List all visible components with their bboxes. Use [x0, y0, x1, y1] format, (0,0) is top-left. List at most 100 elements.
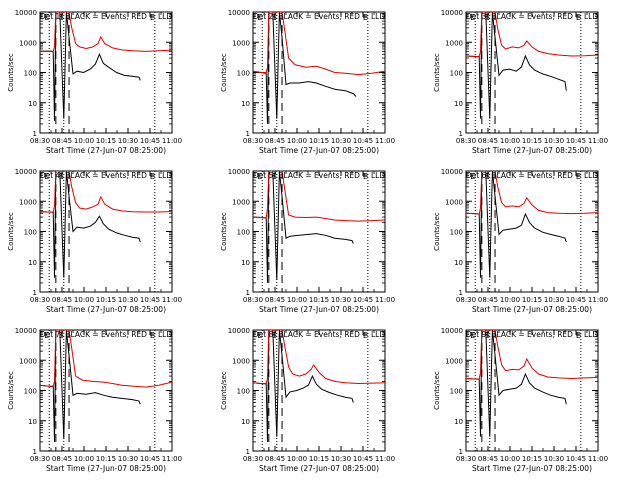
x-tick-label: 10:30	[118, 137, 138, 145]
interval-flag-label: S	[272, 13, 277, 22]
series-line-events	[40, 330, 141, 442]
series-line-lld	[466, 330, 598, 380]
x-tick-label: 08:45	[265, 137, 285, 145]
y-axis-title: Counts/sec	[433, 53, 441, 92]
panel-title: Det 4f BLACK = Events, RED = LLD	[40, 171, 173, 180]
x-tick-label: 10:15	[96, 137, 116, 145]
interval-flag-label: E	[470, 13, 475, 22]
x-tick-label: 10:30	[118, 455, 138, 463]
x-tick-label: 10:30	[331, 455, 351, 463]
y-axis-title: Counts/sec	[433, 212, 441, 251]
x-tick-label: 10:00	[74, 137, 94, 145]
interval-flag-label: E	[44, 172, 49, 181]
x-tick-label: 10:30	[544, 137, 564, 145]
plot-frame	[465, 329, 599, 452]
x-tick-label: 10:00	[287, 137, 307, 145]
panel-title: Det 7f BLACK = Events, RED = LLD	[40, 330, 173, 339]
x-tick-label: 10:45	[353, 296, 373, 304]
series-line-events	[466, 12, 567, 119]
series-line-lld	[40, 12, 172, 52]
x-tick-label: 08:45	[52, 137, 72, 145]
interval-flag-label: S	[485, 331, 490, 340]
x-tick-label: 10:15	[522, 455, 542, 463]
interval-flag-label: S	[59, 13, 64, 22]
y-tick-label: 10	[28, 418, 37, 426]
y-tick-label: 100	[450, 229, 463, 237]
detector-panel: 1 10 100 1000 10000 08:30 08:45 10:00 10:15 10:30…	[433, 168, 608, 314]
x-axis-title: Start Time (27-Jun-07 08:25:00)	[472, 146, 592, 155]
interval-flag-label: E	[150, 331, 155, 340]
x-tick-label: 08:45	[478, 137, 498, 145]
y-tick-label: 10000	[441, 327, 463, 335]
series-line-events	[466, 171, 567, 278]
y-tick-label: 10	[28, 100, 37, 108]
interval-flag-label: S	[59, 331, 64, 340]
y-tick-label: 1000	[19, 39, 37, 47]
interval-flag-label: E	[150, 172, 155, 181]
x-tick-label: 11:00	[375, 137, 395, 145]
y-tick-label: 1000	[232, 357, 250, 365]
y-tick-label: 1	[459, 289, 463, 297]
series-line-events	[40, 171, 141, 278]
x-tick-label: 08:30	[456, 137, 476, 145]
y-tick-label: 1000	[19, 357, 37, 365]
x-axis-title: Start Time (27-Jun-07 08:25:00)	[259, 146, 379, 155]
interval-flag-label: S	[59, 172, 64, 181]
interval-flag-label: S	[272, 172, 277, 181]
y-tick-label: 1	[459, 130, 463, 138]
y-tick-label: 1	[33, 130, 37, 138]
interval-flag-label: E	[576, 13, 581, 22]
x-axis-title: Start Time (27-Jun-07 08:25:00)	[259, 305, 379, 314]
plot-frame	[465, 170, 599, 293]
x-tick-label: 10:15	[522, 137, 542, 145]
y-tick-label: 1	[246, 289, 250, 297]
plot-frame	[39, 170, 173, 293]
x-tick-label: 10:30	[118, 296, 138, 304]
y-tick-label: 10	[28, 259, 37, 267]
y-tick-label: 100	[237, 229, 250, 237]
detector-panel: 1 10 100 1000 10000 08:30 08:45 10:00 10:15 10:30…	[220, 168, 395, 314]
x-tick-label: 11:00	[375, 296, 395, 304]
x-tick-label: 11:00	[162, 137, 182, 145]
interval-flag-label: E	[470, 331, 475, 340]
panel-title: Det 1f BLACK = Events, RED = LLD	[40, 12, 173, 21]
x-tick-label: 10:15	[522, 296, 542, 304]
y-tick-label: 10	[241, 259, 250, 267]
y-axis-title: Counts/sec	[220, 212, 228, 251]
series-line-lld	[253, 171, 385, 222]
panel-title: Det 9f BLACK = Events, RED = LLD	[466, 330, 599, 339]
detector-panel: 1 10 100 1000 10000 08:30 08:45 10:00 10:15 10:30…	[7, 327, 182, 473]
y-tick-label: 10000	[15, 168, 37, 176]
y-axis-title: Counts/sec	[7, 212, 15, 251]
x-tick-label: 11:00	[588, 137, 608, 145]
y-tick-label: 100	[24, 388, 37, 396]
interval-flag-label: E	[363, 331, 368, 340]
x-tick-label: 08:45	[265, 455, 285, 463]
interval-flag-label: E	[150, 13, 155, 22]
y-tick-label: 100	[450, 70, 463, 78]
y-tick-label: 100	[237, 388, 250, 396]
panel-title: Det 8f BLACK = Events, RED = LLD	[253, 330, 386, 339]
x-tick-label: 08:45	[265, 296, 285, 304]
y-tick-label: 10	[454, 259, 463, 267]
x-tick-label: 10:15	[96, 455, 116, 463]
y-tick-label: 10000	[15, 327, 37, 335]
x-tick-label: 11:00	[162, 455, 182, 463]
plot-frame	[252, 170, 386, 293]
series-line-lld	[253, 330, 385, 385]
interval-flag-label: E	[363, 172, 368, 181]
series-line-lld	[466, 12, 598, 58]
plot-frame	[252, 329, 386, 452]
series-line-events	[253, 171, 354, 283]
x-tick-label: 08:30	[243, 137, 263, 145]
x-tick-label: 11:00	[375, 455, 395, 463]
x-axis-title: Start Time (27-Jun-07 08:25:00)	[259, 464, 379, 473]
series-line-lld	[253, 12, 385, 76]
y-axis-title: Counts/sec	[433, 371, 441, 410]
panel-title: Det 6f BLACK = Events, RED = LLD	[466, 171, 599, 180]
y-tick-label: 100	[450, 388, 463, 396]
y-axis-title: Counts/sec	[7, 371, 15, 410]
plot-frame	[39, 329, 173, 452]
interval-flag-label: S	[485, 13, 490, 22]
